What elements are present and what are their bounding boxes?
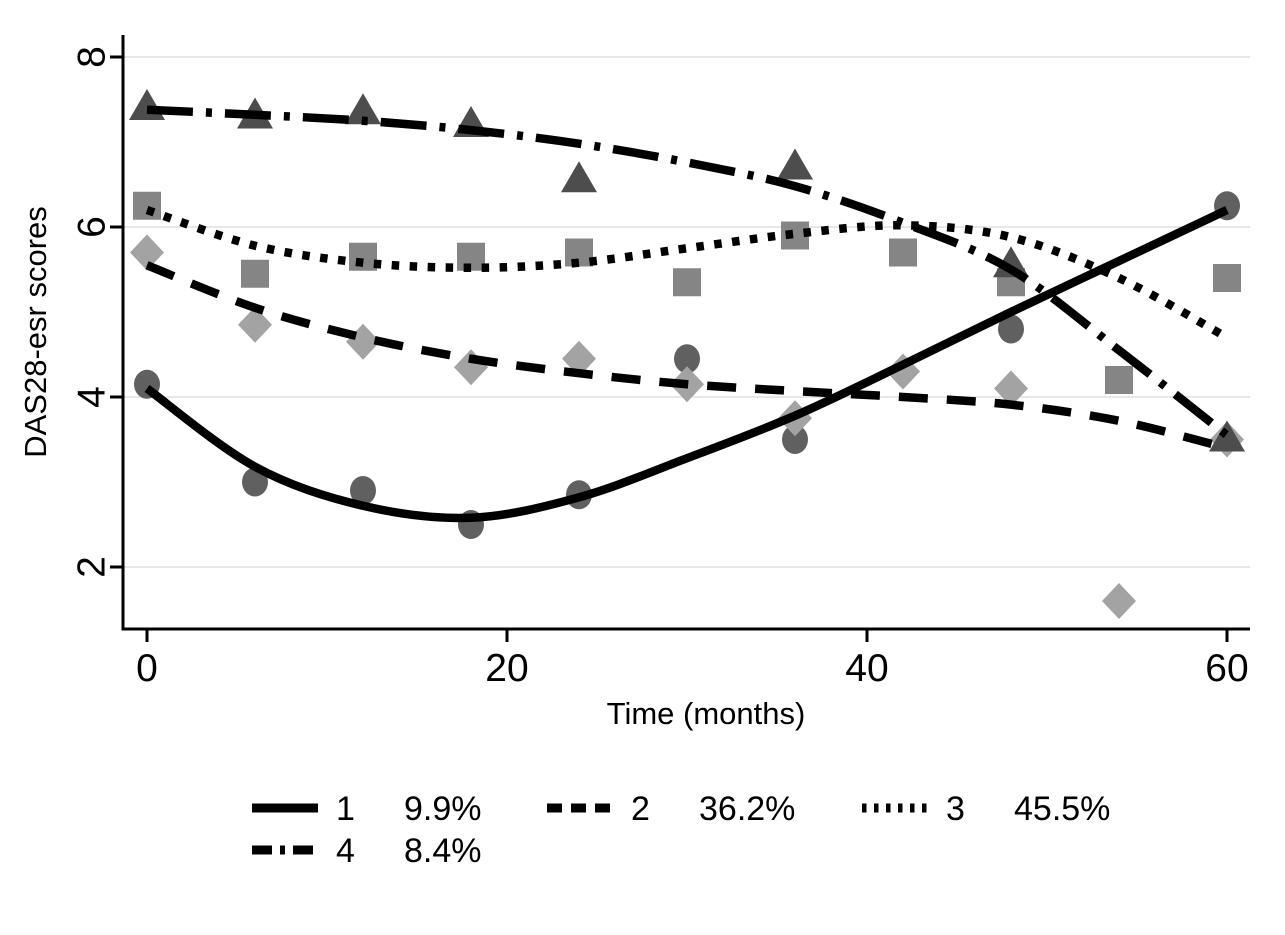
y-tick-label-8: 8 [71,46,114,68]
class-2-marker-month-48 [994,370,1028,407]
gridlines [123,56,1250,568]
x-tick-label-60: 60 [1205,647,1248,690]
y-tick-label-4: 4 [71,386,114,408]
class-4-marker-month-48 [993,246,1029,278]
x-tick-label-20: 20 [485,647,528,690]
legend-item-4: 4 8.4% [252,832,482,870]
class-2-marker-month-0 [130,234,164,271]
class-3-marker-month-0 [133,191,161,220]
legend: 1 9.9% 2 36.2% 3 45.5% 4 8.4% [252,790,1110,870]
class-1-fitted-line [144,206,1229,523]
class-4-marker-month-24 [561,161,597,193]
class-4-marker-month-12 [345,93,381,125]
class-1-marker-month-12 [350,476,376,505]
class-3-marker-month-12 [349,242,377,271]
legend-share-2: 36.2% [699,790,795,828]
y-tick-label-6: 6 [71,216,114,238]
legend-share-3: 45.5% [1014,790,1110,828]
y-axis-title: DAS28-esr scores [18,206,53,458]
observed-markers [129,89,1245,619]
legend-class-label-1: 1 [336,790,355,828]
x-tick-label-0: 0 [136,647,158,690]
class-4-marker-month-60 [1209,420,1245,452]
y-tick-label-2: 2 [71,556,114,578]
class-1-marker-month-30 [674,344,700,374]
class-1-marker-month-48 [998,314,1024,344]
class-3-marker-month-6 [241,259,269,288]
class-4-marker-month-0 [129,89,165,120]
class-3-marker-month-54 [1105,366,1133,394]
legend-class-label-3: 3 [946,790,965,828]
legend-class-label-4: 4 [336,832,355,870]
x-axis-title: Time (months) [607,696,806,731]
legend-item-2: 2 36.2% [547,790,795,828]
legend-share-4: 8.4% [404,832,482,870]
legend-item-1: 1 9.9% [252,790,482,828]
axes [110,35,1250,642]
fitted-lines [144,105,1230,523]
class-2-marker-month-54 [1102,583,1136,619]
class-2-marker-month-24 [562,340,596,377]
class-2-marker-month-6 [238,306,272,343]
class-3-marker-month-60 [1213,264,1241,292]
class-3-marker-month-30 [673,268,701,297]
legend-class-label-2: 2 [631,790,650,828]
class-2-fitted-line [145,261,1229,453]
class-1-marker-month-36 [782,425,808,454]
legend-item-3: 3 45.5% [862,790,1110,828]
tick-labels: 2 4 6 8 0 20 40 60 [71,46,1249,690]
x-tick-label-40: 40 [845,647,888,690]
legend-share-1: 9.9% [404,790,482,828]
class-3-marker-month-42 [889,238,917,267]
class-4-marker-month-36 [777,148,813,180]
class-4-fitted-line [146,105,1230,439]
class-3-marker-month-24 [565,238,593,267]
